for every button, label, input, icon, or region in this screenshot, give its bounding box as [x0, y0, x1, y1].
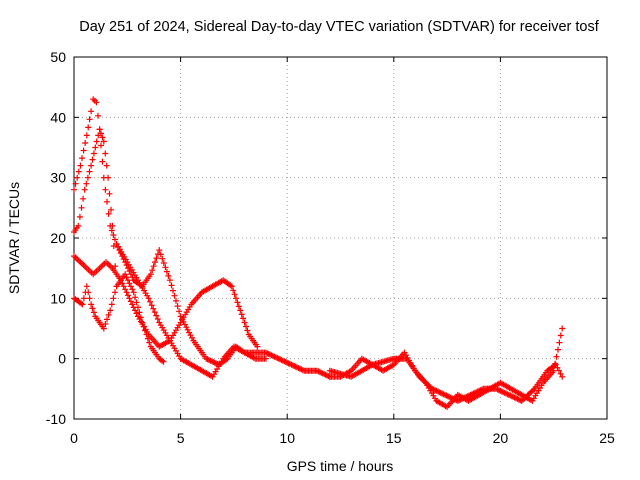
x-tick-label: 10 — [279, 430, 295, 446]
y-tick-label: 10 — [50, 290, 66, 306]
data-series — [113, 241, 269, 380]
x-tick-label: 20 — [493, 430, 509, 446]
plus-markers — [71, 271, 167, 365]
y-axis-label: SDTVAR / TECUs — [6, 182, 22, 294]
chart-title: Day 251 of 2024, Sidereal Day-to-day VTE… — [79, 19, 599, 35]
plus-markers — [326, 355, 566, 404]
grid-layer — [74, 57, 607, 419]
x-tick-label: 25 — [599, 430, 615, 446]
data-series — [71, 271, 167, 365]
y-tick-label: -10 — [46, 411, 66, 427]
x-tick-label: 0 — [70, 430, 78, 446]
plus-markers — [71, 126, 120, 290]
y-tick-label: 30 — [50, 170, 66, 186]
y-tick-label: 50 — [50, 49, 66, 65]
plus-markers — [71, 253, 261, 350]
plus-markers — [113, 241, 269, 380]
data-series — [71, 126, 120, 290]
data-series — [326, 355, 566, 404]
y-tick-label: 20 — [50, 230, 66, 246]
x-axis-label: GPS time / hours — [287, 458, 394, 474]
x-tick-label: 5 — [177, 430, 185, 446]
data-layer — [71, 96, 566, 410]
x-tick-label: 15 — [386, 430, 402, 446]
plot-frame — [73, 56, 608, 420]
data-series — [71, 253, 261, 350]
y-tick-label: 40 — [50, 109, 66, 125]
y-tick-label: 0 — [58, 351, 66, 367]
